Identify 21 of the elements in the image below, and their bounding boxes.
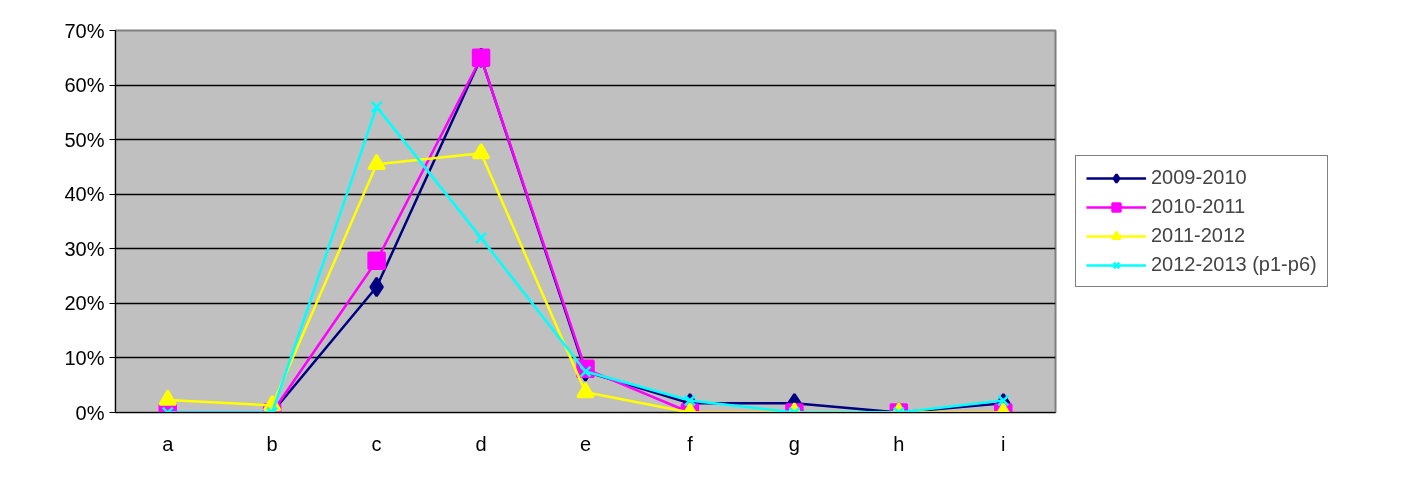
y-tick-label: 0% [75,401,105,424]
legend-label: 2011-2012 [1151,224,1246,247]
x-tick-label: e [579,432,592,455]
x-tick-label: b [266,432,278,455]
y-tick-label: 20% [64,292,105,315]
x-tick-label: f [687,432,694,455]
y-tick-label: 60% [64,74,105,97]
y-tick-label: 50% [64,128,105,151]
legend-label: 2009-2010 [1151,166,1247,189]
x-tick-label: h [893,432,905,455]
x-tick-label: g [788,432,800,455]
x-tick-label: i [1001,432,1006,455]
legend-label: 2010-2011 [1151,195,1246,218]
y-tick-label: 70% [64,19,105,42]
x-tick-label: a [162,432,175,455]
y-tick-label: 30% [64,237,105,260]
x-tick-label: d [475,432,487,455]
y-tick-label: 10% [64,346,105,369]
x-tick-label: c [371,432,382,455]
y-tick-label: 40% [64,183,105,206]
legend-label: 2012-2013 (p1-p6) [1151,253,1317,276]
